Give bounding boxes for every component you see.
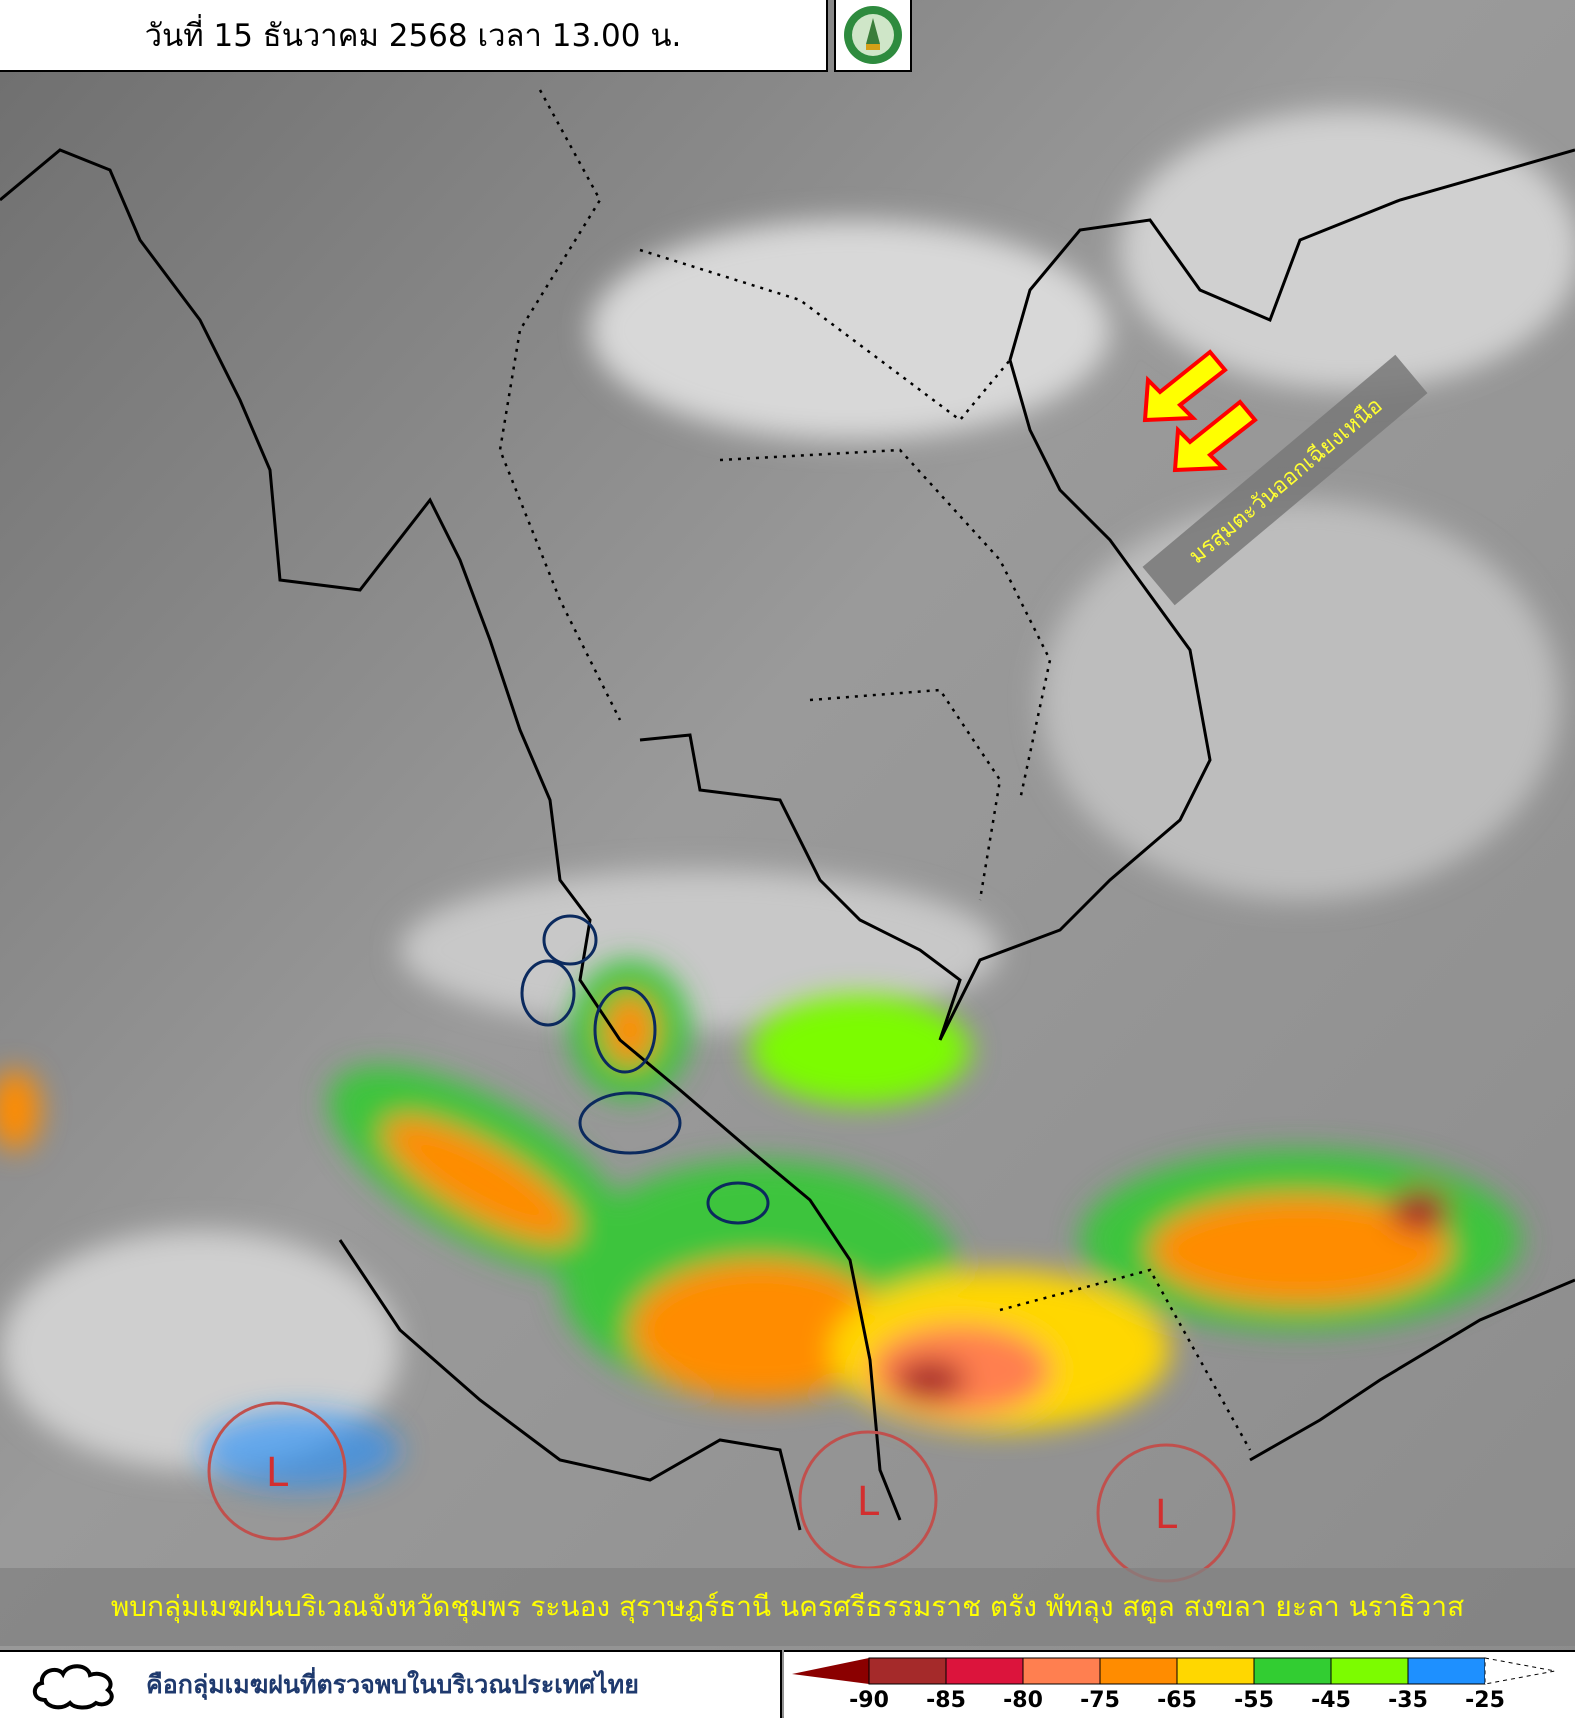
arrow-icon [1142,349,1228,423]
colorbar-segment [1253,1657,1332,1685]
low-label: L [266,1450,289,1496]
coastlines [0,148,1575,1531]
monsoon-arrows [1142,349,1258,473]
colorbar-segment [1330,1657,1409,1685]
page-title: วันที่ 15 ธันวาคม 2568 เวลา 13.00 น. [144,18,682,54]
colorbar-segment [1022,1657,1101,1685]
colorbar-tick-label: -25 [1465,1688,1505,1713]
borders [498,89,1252,1451]
colorbar-tick-label: -45 [1311,1688,1351,1713]
rain-area-banner: พบกลุ่มเมฆฝนบริเวณจังหวัดชุมพร ระนอง สุร… [0,1568,1575,1646]
colorbar-max-arrow [1484,1657,1556,1685]
arrow-icon [1172,399,1258,473]
temperature-colorbar: -90 -85 -80 -75 -65 -55 -45 -35 -25 [784,1650,1575,1718]
colorbar-svg [792,1657,1556,1685]
rain-clouds [0,960,1520,1490]
colorbar-tick-label: -35 [1388,1688,1428,1713]
colorbar-segment [1176,1657,1255,1685]
colorbar-min-arrow [792,1658,869,1684]
colorbar-ticks: -90 -85 -80 -75 -65 -55 -45 -35 -25 [784,1688,1575,1718]
tmd-logo [834,0,912,72]
colorbar-segment [945,1657,1024,1685]
banner-text: พบกลุ่มเมฆฝนบริเวณจังหวัดชุมพร ระนอง สุร… [110,1590,1465,1623]
low-label: L [1155,1492,1178,1538]
low-label: L [857,1479,880,1525]
colorbar-tick-label: -75 [1080,1688,1120,1713]
colorbar-tick-label: -80 [1003,1688,1043,1713]
observed-cloud-outlines [520,914,770,1225]
cloud-outline-icon [32,1664,114,1710]
date-time-header: วันที่ 15 ธันวาคม 2568 เวลา 13.00 น. [0,0,828,72]
colorbar-tick-label: -65 [1157,1688,1197,1713]
cloud-legend-caption: คือกลุ่มเมฆฝนที่ตรวจพบในบริเวณประเทศไทย [146,1670,639,1699]
colorbar-segment [1407,1657,1486,1685]
colorbar-tick-label: -85 [926,1688,966,1713]
cloud-legend: คือกลุ่มเมฆฝนที่ตรวจพบในบริเวณประเทศไทย [0,1650,782,1718]
colorbar-segment [1099,1657,1178,1685]
colorbar-tick-label: -55 [1234,1688,1274,1713]
logo-emblem-icon [844,6,902,64]
colorbar-segment [868,1657,947,1685]
colorbar-tick-label: -90 [849,1688,889,1713]
